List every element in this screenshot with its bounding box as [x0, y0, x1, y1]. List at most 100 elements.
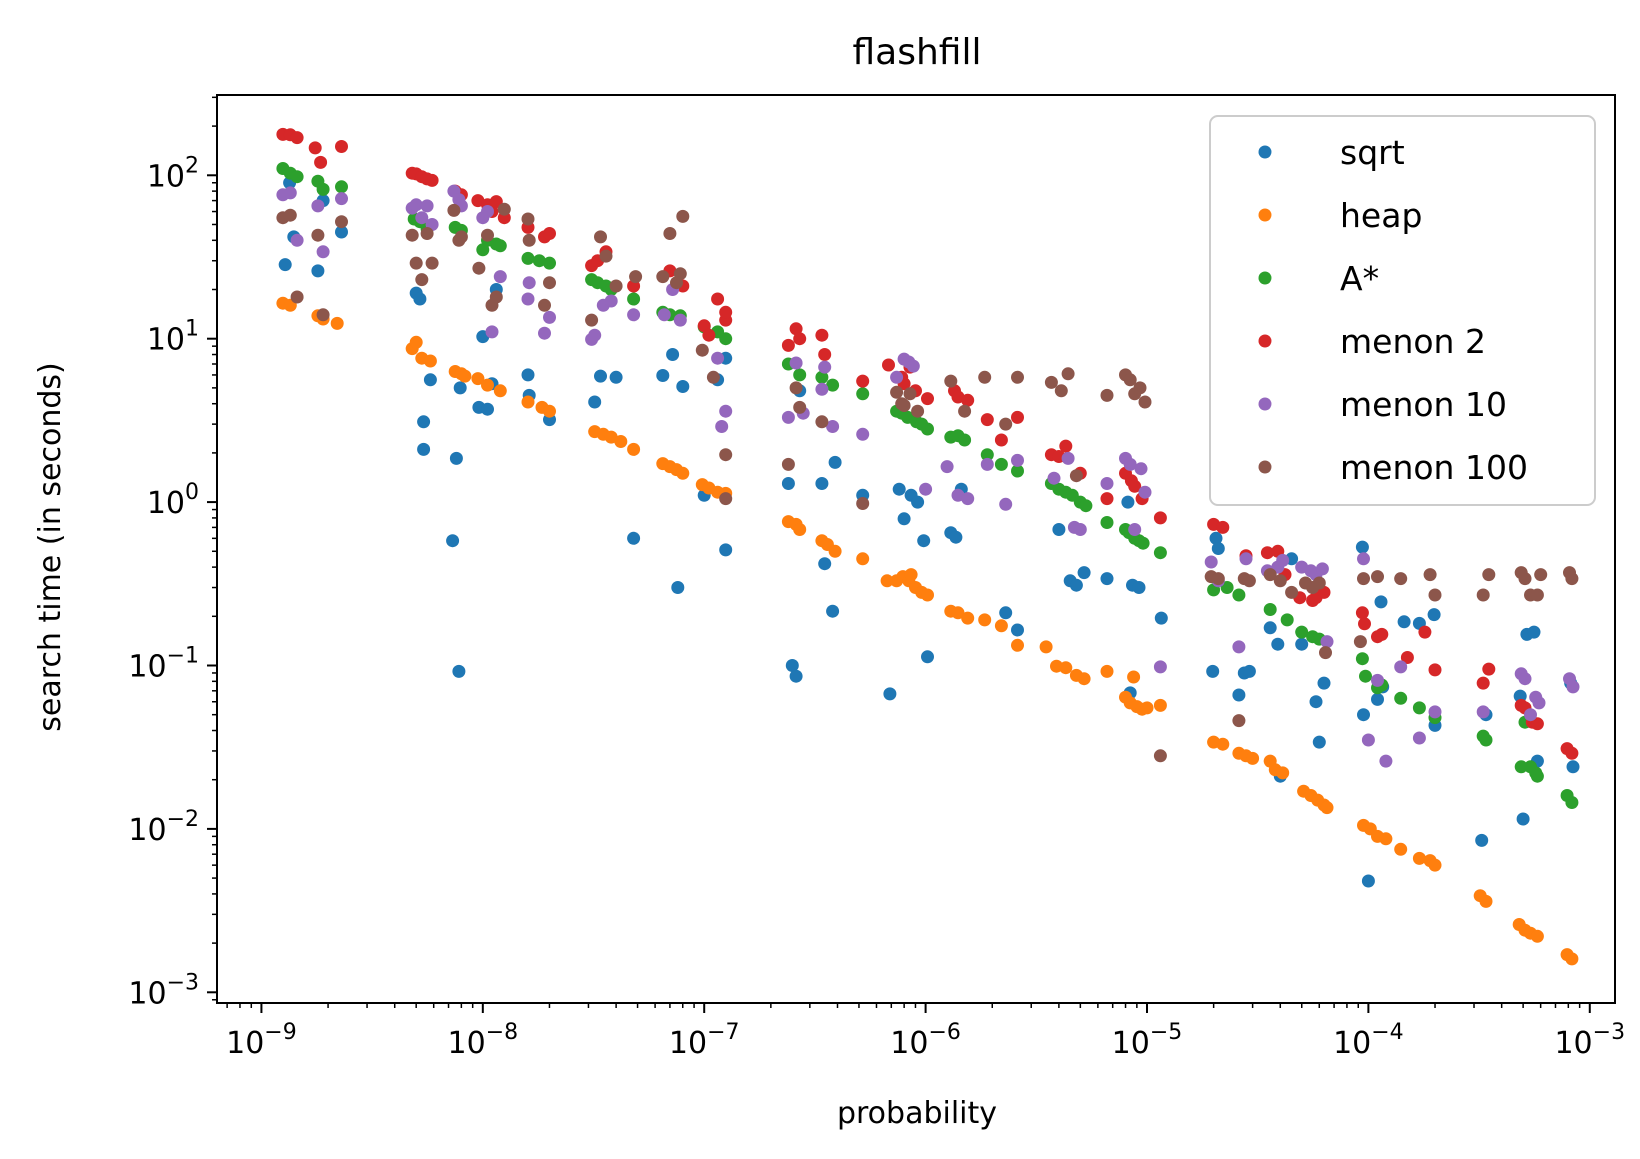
x-tick-label: 10−3 — [1554, 1020, 1625, 1061]
point-menon-100 — [447, 203, 461, 217]
point-menon-10 — [1524, 708, 1537, 722]
y-tick-label: 10−1 — [128, 643, 199, 684]
point-menon-2 — [308, 141, 322, 155]
point-menon-2 — [719, 305, 733, 319]
point-heap — [481, 378, 494, 392]
legend-label: A* — [1340, 259, 1379, 298]
point-sqrt — [1271, 637, 1285, 651]
point-heap — [1479, 894, 1493, 908]
point-menon-100 — [1394, 572, 1408, 586]
point-sqrt — [1069, 578, 1083, 592]
point-menon-10 — [588, 328, 602, 342]
point-menon-100 — [781, 457, 795, 471]
point-a- — [1514, 760, 1528, 774]
point-sqrt — [1242, 664, 1256, 678]
point-a- — [335, 180, 348, 194]
point-a- — [1479, 733, 1493, 747]
point-a- — [980, 448, 994, 462]
point-heap — [1216, 737, 1230, 751]
point-menon-100 — [1138, 395, 1152, 409]
point-menon-10 — [1394, 660, 1408, 674]
point-menon-2 — [702, 328, 716, 342]
point-menon-100 — [420, 227, 434, 240]
point-menon-2 — [1565, 746, 1579, 760]
point-sqrt — [1077, 566, 1091, 580]
legend-marker — [1258, 397, 1272, 411]
point-menon-2 — [1216, 520, 1230, 534]
point-menon-100 — [585, 313, 599, 327]
point-sqrt — [1100, 572, 1114, 586]
point-heap — [1320, 801, 1334, 815]
point-menon-10 — [1361, 733, 1375, 747]
point-menon-100 — [415, 273, 429, 287]
point-menon-10 — [781, 410, 795, 424]
point-sqrt — [818, 557, 832, 571]
x-tick-label: 10−4 — [1333, 1020, 1404, 1061]
point-menon-2 — [1375, 627, 1389, 641]
point-menon-10 — [1371, 673, 1384, 687]
x-tick-label: 10−5 — [1112, 1020, 1183, 1061]
point-menon-10 — [1357, 552, 1370, 566]
point-menon-2 — [1400, 651, 1414, 664]
point-menon-100 — [472, 261, 486, 275]
point-heap — [543, 404, 556, 418]
point-menon-100 — [1153, 749, 1167, 763]
point-menon-10 — [415, 211, 429, 225]
point-a- — [1136, 536, 1150, 550]
point-menon-2 — [1418, 625, 1432, 639]
point-menon-2 — [994, 433, 1008, 447]
point-sqrt — [1154, 611, 1168, 625]
point-sqrt — [897, 512, 911, 526]
point-a- — [532, 254, 546, 268]
legend-marker — [1258, 145, 1272, 159]
point-sqrt — [1371, 692, 1384, 706]
point-a- — [493, 239, 507, 253]
point-sqrt — [666, 348, 680, 361]
point-heap — [1379, 832, 1393, 846]
point-menon-10 — [940, 460, 954, 474]
point-menon-2 — [1059, 439, 1073, 453]
point-menon-2 — [781, 338, 795, 352]
point-menon-100 — [290, 290, 304, 304]
point-menon-2 — [1260, 546, 1274, 560]
point-menon-100 — [944, 374, 958, 388]
point-menon-10 — [283, 186, 297, 200]
point-menon-2 — [1011, 410, 1024, 424]
point-a- — [826, 378, 840, 392]
point-a- — [1011, 464, 1024, 478]
point-menon-100 — [538, 298, 551, 312]
point-heap — [1077, 672, 1091, 686]
point-sqrt — [278, 258, 292, 272]
point-heap — [1153, 698, 1167, 712]
point-menon-10 — [1153, 660, 1167, 674]
point-menon-2 — [1530, 717, 1544, 731]
point-menon-10 — [826, 420, 840, 433]
point-menon-2 — [1100, 492, 1114, 506]
point-a- — [856, 387, 870, 401]
point-menon-100 — [793, 400, 807, 414]
point-menon-10 — [316, 245, 330, 259]
point-heap — [330, 316, 344, 330]
point-menon-10 — [1476, 705, 1490, 719]
point-a- — [994, 457, 1008, 471]
point-menon-100 — [1263, 568, 1277, 582]
point-menon-100 — [1357, 572, 1370, 586]
point-sqrt — [1357, 708, 1370, 722]
point-sqrt — [335, 225, 348, 239]
legend-label: sqrt — [1340, 133, 1405, 172]
point-menon-100 — [958, 404, 972, 418]
point-menon-100 — [890, 385, 904, 399]
point-heap — [994, 619, 1008, 633]
point-menon-100 — [676, 209, 690, 223]
point-menon-10 — [789, 356, 803, 370]
point-sqrt — [671, 581, 685, 594]
legend-label: menon 100 — [1340, 448, 1528, 487]
point-heap — [904, 568, 918, 582]
point-menon-10 — [604, 294, 618, 308]
point-a- — [316, 182, 330, 196]
point-menon-100 — [1353, 635, 1367, 649]
point-menon-2 — [1482, 662, 1496, 676]
point-menon-100 — [856, 497, 870, 510]
point-heap — [961, 611, 975, 625]
point-heap — [1412, 851, 1426, 865]
